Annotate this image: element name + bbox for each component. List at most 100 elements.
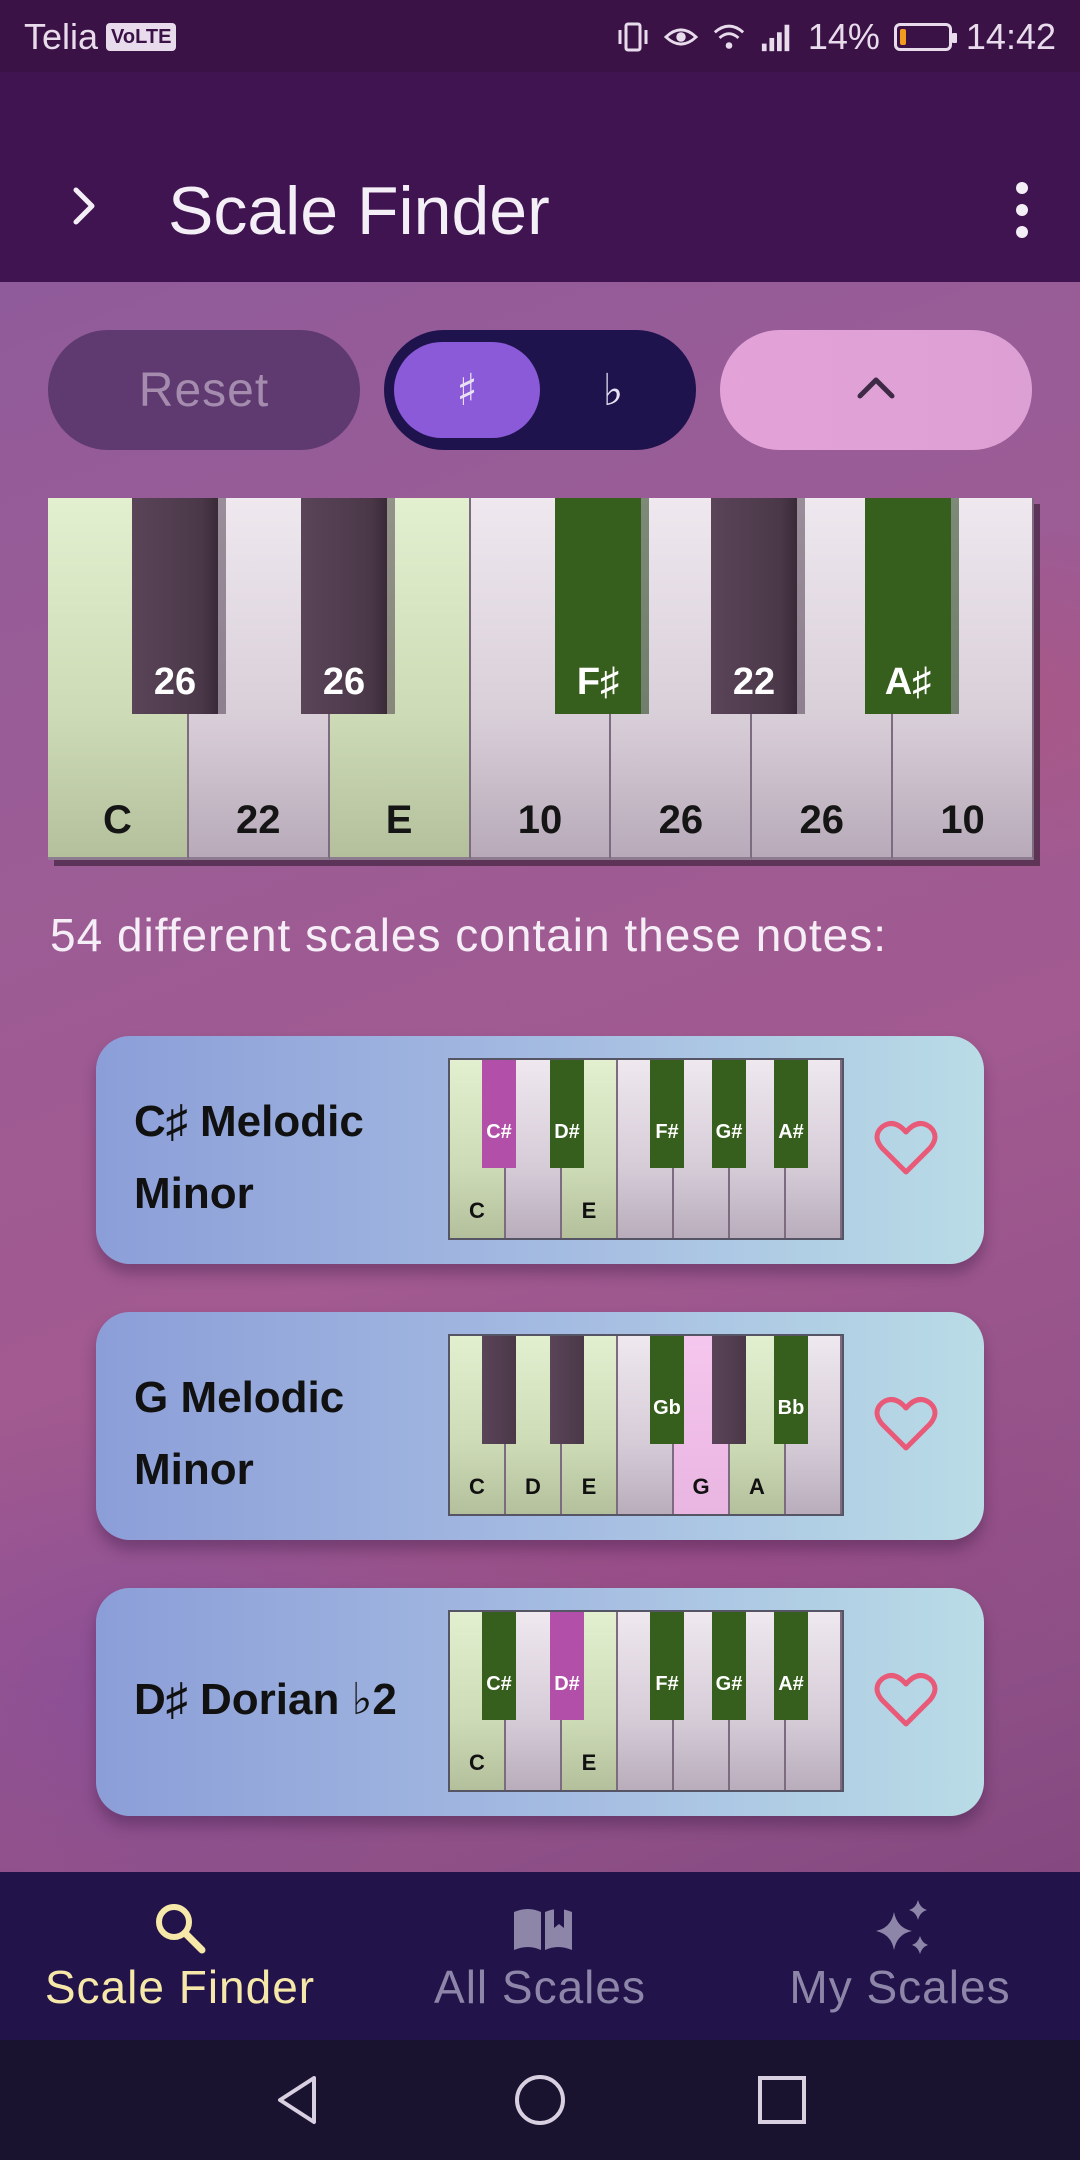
- key-label: 10: [940, 798, 985, 842]
- piano-black-key[interactable]: 26: [301, 498, 387, 714]
- nav-my-scales[interactable]: My Scales: [770, 1872, 1030, 2040]
- nav-label: My Scales: [789, 1961, 1011, 2013]
- vibrate-icon: [616, 20, 650, 54]
- mini-black-key: Gb: [650, 1336, 684, 1444]
- key-label: 10: [517, 798, 563, 842]
- mini-black-key: A#: [774, 1612, 808, 1720]
- chevron-up-icon: [856, 374, 896, 407]
- nav-all-scales[interactable]: All Scales: [410, 1872, 670, 2040]
- key-label: D#: [554, 1673, 580, 1695]
- key-label: 22: [236, 798, 281, 842]
- heart-icon[interactable]: [874, 1670, 938, 1730]
- key-label: 26: [658, 798, 704, 842]
- search-icon: [150, 1898, 210, 1958]
- scale-name: D♯ Dorian ♭2: [134, 1675, 397, 1724]
- key-label: E: [581, 1198, 597, 1223]
- key-label: 26: [153, 661, 197, 703]
- scale-name: G Melodic Minor: [134, 1373, 345, 1494]
- mini-black-key: G#: [712, 1060, 746, 1168]
- back-icon[interactable]: [270, 2072, 326, 2133]
- signal-icon: [760, 20, 794, 54]
- volte-badge: VoLTE: [106, 23, 177, 51]
- key-label: C: [102, 798, 132, 842]
- eye-icon: [663, 20, 698, 54]
- key-label: Gb: [653, 1397, 681, 1419]
- mini-black-key: A#: [774, 1060, 808, 1168]
- results-summary: 54 different scales contain these notes:: [50, 909, 888, 961]
- mini-keyboard: C D E G A Gb Bb: [448, 1334, 844, 1516]
- key-label: A#: [778, 1673, 804, 1695]
- mini-black-key: [550, 1336, 584, 1444]
- mini-black-key: F#: [650, 1060, 684, 1168]
- mini-black-key: G#: [712, 1612, 746, 1720]
- mini-black-key: [482, 1336, 516, 1444]
- scale-card[interactable]: C♯ Melodic Minor C E C# D# F# G# A#: [96, 1036, 984, 1264]
- collapse-button[interactable]: [720, 330, 1032, 450]
- piano-black-key[interactable]: 22: [711, 498, 797, 714]
- piano-black-key[interactable]: A♯: [865, 498, 951, 714]
- nav-label: All Scales: [434, 1961, 646, 2013]
- mini-black-key: [712, 1336, 746, 1444]
- scale-name: C♯ Melodic Minor: [134, 1097, 364, 1218]
- key-label: G#: [715, 1121, 743, 1143]
- key-label: C: [469, 1198, 485, 1223]
- key-label: E: [581, 1750, 597, 1775]
- app-bar: Scale Finder: [0, 72, 1080, 282]
- sharp-option[interactable]: ♯: [394, 342, 540, 438]
- key-label: 26: [322, 661, 366, 703]
- wifi-icon: [712, 20, 746, 54]
- clock: 14:42: [965, 16, 1056, 57]
- sparkle-icon: [870, 1898, 930, 1958]
- key-label: D: [525, 1474, 541, 1499]
- mini-black-key: C#: [482, 1612, 516, 1720]
- mini-black-key: Bb: [774, 1336, 808, 1444]
- more-options-icon[interactable]: [1008, 182, 1036, 238]
- recents-icon[interactable]: [754, 2072, 810, 2133]
- key-label: Bb: [777, 1397, 805, 1419]
- mini-keyboard: C E C# D# F# G# A#: [448, 1058, 844, 1240]
- heart-icon[interactable]: [874, 1394, 938, 1454]
- key-label: E: [385, 798, 413, 842]
- piano-keyboard: C 22 E 10 26 26 10 26 26 F♯ 22 A♯: [48, 498, 1034, 860]
- book-icon: [510, 1898, 572, 1958]
- carrier-name: Telia: [24, 16, 99, 57]
- reset-button[interactable]: Reset: [48, 330, 360, 450]
- key-label: F#: [655, 1673, 679, 1695]
- mini-black-key: C#: [482, 1060, 516, 1168]
- flat-option[interactable]: ♭: [602, 364, 624, 416]
- piano-black-key[interactable]: 26: [132, 498, 218, 714]
- mini-black-key: D#: [550, 1612, 584, 1720]
- key-label: E: [581, 1474, 597, 1499]
- system-navigation-bar: [0, 2040, 1080, 2160]
- chevron-right-icon[interactable]: [62, 184, 106, 228]
- bottom-navigation: Scale Finder All Scales My Scales: [0, 1872, 1080, 2040]
- nav-scale-finder[interactable]: Scale Finder: [30, 1872, 330, 2040]
- mini-keyboard: C E C# D# F# G# A#: [448, 1610, 844, 1792]
- key-label: C: [469, 1750, 485, 1775]
- nav-label: Scale Finder: [44, 1961, 316, 2013]
- mini-black-key: D#: [550, 1060, 584, 1168]
- key-label: C#: [486, 1121, 512, 1143]
- key-label: A: [749, 1474, 765, 1499]
- scale-card[interactable]: D♯ Dorian ♭2 C E C# D# F# G# A#: [96, 1588, 984, 1816]
- mini-black-key: F#: [650, 1612, 684, 1720]
- key-label: A#: [778, 1121, 804, 1143]
- page-title: Scale Finder: [168, 173, 550, 249]
- battery-percent: 14%: [807, 16, 880, 57]
- key-label: A♯: [884, 661, 932, 703]
- key-label: C#: [486, 1673, 512, 1695]
- key-label: G#: [715, 1673, 743, 1695]
- scale-card[interactable]: G Melodic Minor C D E G A Gb Bb: [96, 1312, 984, 1540]
- status-bar: Telia VoLTE 14% 14:42: [0, 0, 1080, 72]
- piano-black-key[interactable]: F♯: [555, 498, 641, 714]
- key-label: 22: [732, 661, 776, 703]
- key-label: F#: [655, 1121, 679, 1143]
- heart-icon[interactable]: [874, 1118, 938, 1178]
- battery-icon: [893, 23, 957, 51]
- key-label: 26: [799, 798, 844, 842]
- key-label: F♯: [576, 661, 620, 703]
- accidental-toggle: ♯ ♭: [384, 330, 696, 450]
- key-label: D#: [554, 1121, 580, 1143]
- home-icon[interactable]: [512, 2072, 568, 2133]
- key-label: G: [692, 1474, 710, 1499]
